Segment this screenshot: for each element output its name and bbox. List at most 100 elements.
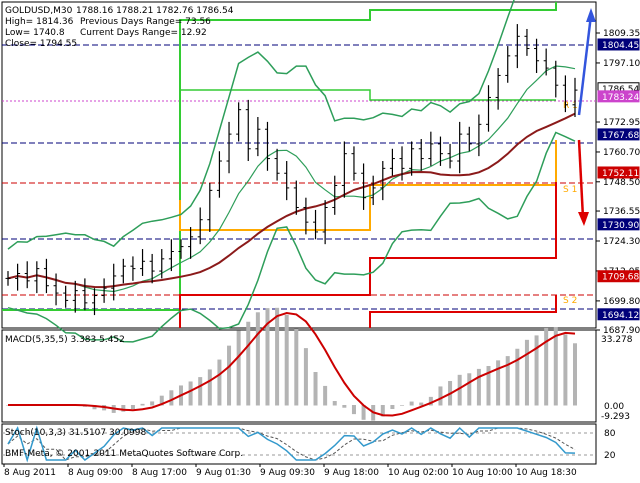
resistance-step-line — [2, 2, 557, 311]
macd-hist-bar — [351, 405, 356, 415]
macd-hist-bar — [130, 405, 135, 410]
prev-range-label: Previous Days Range= 73.56 — [80, 17, 211, 27]
stoch-tick-80: 80 — [604, 429, 616, 439]
macd-hist-bar — [428, 396, 433, 406]
macd-hist-bar — [438, 386, 443, 406]
macd-hist-bar — [332, 401, 337, 406]
support-step-line-2 — [369, 295, 557, 328]
forecast-arrows — [577, 8, 596, 226]
price-tick-label: 1760.70 — [603, 148, 640, 158]
macd-hist-bar — [476, 368, 481, 406]
macd-hist-bar — [409, 401, 414, 406]
time-tick-label: 8 Aug 09:00 — [68, 468, 123, 478]
macd-hist-bar — [303, 348, 308, 406]
macd-hist-bar — [505, 356, 510, 406]
macd-hist-bar — [217, 359, 222, 406]
price-badge: 1709.68 — [597, 270, 640, 283]
time-tick-label: 8 Aug 17:00 — [132, 468, 187, 478]
macd-hist-bar — [467, 373, 472, 406]
macd-hist-bar — [313, 372, 318, 406]
time-tick-label: 10 Aug 18:30 — [516, 468, 577, 478]
macd-hist-bar — [563, 334, 568, 406]
price-badge: 1752.11 — [597, 166, 640, 179]
bollinger-upper — [7, 0, 557, 250]
bollinger-middle — [7, 65, 576, 293]
macd-label: MACD(5,35,5) 3.383 5.452 — [5, 335, 125, 345]
arrow-up-head-icon — [586, 8, 596, 22]
macd-hist-bar — [515, 348, 520, 406]
macd-hist-bar — [236, 330, 241, 406]
macd-hist-bar — [496, 360, 501, 406]
price-badge: 1804.45 — [597, 38, 640, 51]
macd-tick-bottom: -9.293 — [601, 412, 630, 422]
macd-hist-bar — [534, 335, 539, 406]
price-badge-label: 1767.68 — [602, 131, 639, 141]
macd-hist-bar — [284, 314, 289, 406]
price-badge: 1730.90 — [597, 218, 640, 231]
price-badge-label: 1804.45 — [602, 41, 639, 51]
pivot-step-line — [179, 140, 557, 231]
bollinger-bands — [7, 0, 576, 343]
price-badge-label: 1694.12 — [602, 311, 639, 321]
price-badge-label: 1709.68 — [602, 273, 639, 283]
macd-histogram — [6, 307, 577, 421]
macd-hist-bar — [419, 402, 424, 406]
r1-label: R 1 — [563, 101, 578, 111]
price-bars — [5, 24, 578, 316]
time-tick-label: 9 Aug 09:30 — [260, 468, 315, 478]
stoch-panel-border — [1, 423, 597, 465]
stoch-signal-line — [7, 427, 576, 461]
s1-label: S 1 — [563, 185, 577, 195]
macd-hist-bar — [207, 369, 212, 406]
watermark: BMF-Meta, © 2001-2011 MetaQuotes Softwar… — [5, 449, 243, 459]
time-tick-label: 8 Aug 2011 — [4, 468, 56, 478]
cur-range-label: Current Days Range= 12.92 — [80, 28, 207, 38]
bollinger-lower — [7, 131, 576, 343]
price-badge-label: 1730.90 — [602, 221, 639, 231]
main-panel-border — [1, 1, 597, 329]
stoch-main-line — [7, 425, 576, 463]
macd-hist-bar — [486, 366, 491, 406]
stoch-label: Stoch(10,3,3) 31.5107 30.0998 — [5, 428, 146, 438]
price-tick-label: 1724.30 — [603, 237, 640, 247]
low-label: Low= 1740.8 — [5, 28, 65, 38]
high-label: High= 1814.36 — [5, 17, 74, 27]
slow-ma-line — [7, 112, 576, 289]
macd-hist-bar — [400, 405, 405, 406]
macd-hist-bar — [380, 405, 385, 417]
price-tick-label: 1699.80 — [603, 297, 640, 307]
macd-hist-bar — [457, 374, 462, 406]
price-tick-label: 1687.90 — [603, 326, 640, 336]
ohlc-label: 1788.16 1788.21 1782.76 1786.54 — [76, 6, 234, 16]
close-label: Close= 1794.55 — [5, 39, 77, 49]
macd-hist-bar — [159, 395, 164, 406]
time-tick-label: 10 Aug 02:00 — [388, 468, 449, 478]
macd-signal-line — [8, 311, 576, 417]
price-badge: 1783.24 — [597, 90, 640, 103]
moving-average — [7, 112, 576, 289]
macd-hist-bar — [390, 405, 395, 409]
stoch-tick-20: 20 — [604, 451, 616, 461]
macd-hist-bar — [524, 339, 529, 406]
price-axis: 1809.35 1797.10 1772.95 1760.70 1748.50 1736.… — [596, 29, 640, 336]
macd-hist-bar — [169, 390, 174, 406]
price-tick-label: 1736.55 — [603, 207, 640, 217]
price-badge: 1767.68 — [597, 128, 640, 141]
macd-hist-bar — [294, 328, 299, 406]
time-tick-label: 9 Aug 18:00 — [324, 468, 379, 478]
macd-hist-bar — [150, 401, 155, 406]
arrow-down-head-icon — [578, 212, 589, 226]
arrow-down-icon — [577, 139, 585, 219]
time-axis: 8 Aug 2011 8 Aug 09:00 8 Aug 17:00 9 Aug 01… — [3, 464, 577, 478]
macd-hist-bar — [188, 381, 193, 406]
price-badge-label: 1783.24 — [602, 93, 639, 103]
price-tick-label: 1748.50 — [603, 178, 640, 188]
price-tick-label: 1809.35 — [603, 29, 640, 39]
macd-hist-bar — [246, 321, 251, 406]
macd-tick-top: 33.278 — [601, 335, 633, 345]
macd-hist-bar — [361, 405, 366, 420]
macd-hist-bar — [92, 405, 97, 410]
